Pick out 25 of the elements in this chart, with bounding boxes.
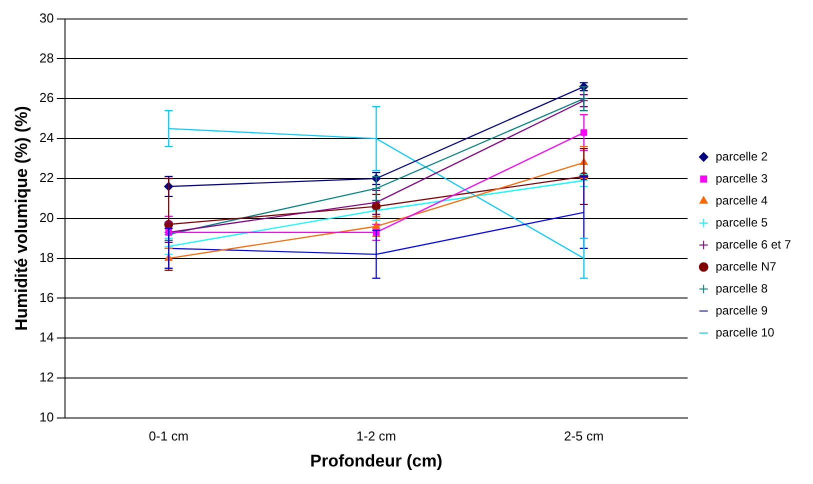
y-tick-label: 26 [39,90,54,106]
legend-label: parcelle 9 [716,303,768,318]
y-tick-label: 20 [39,210,54,225]
y-tick-label: 16 [39,290,54,305]
y-tick-label: 12 [39,370,54,385]
legend-label: parcelle 4 [716,193,768,208]
legend-label: parcelle 5 [716,215,768,230]
legend-label: parcelle 2 [716,149,768,164]
y-tick-label: 18 [39,250,54,265]
x-tick-label: 1-2 cm [356,428,396,444]
legend-label: parcelle 6 et 7 [716,237,792,252]
y-tick-label: 22 [39,170,54,186]
y-tick-label: 28 [39,50,54,66]
y-tick-label: 30 [39,10,54,26]
y-tick-label: 10 [39,410,54,425]
y-axis-title: Humidité volumique (%) (%) [12,106,31,331]
x-tick-label: 2-5 cm [564,428,604,444]
legend-label: parcelle 10 [716,325,775,340]
x-tick-label: 0-1 cm [148,428,189,444]
y-tick-label: 14 [39,330,54,345]
legend-label: parcelle 3 [716,171,768,186]
legend-label: parcelle N7 [716,259,777,274]
x-axis-title: Profondeur (cm) [310,451,442,470]
y-tick-label: 24 [39,130,54,146]
legend-label: parcelle 8 [716,281,768,296]
